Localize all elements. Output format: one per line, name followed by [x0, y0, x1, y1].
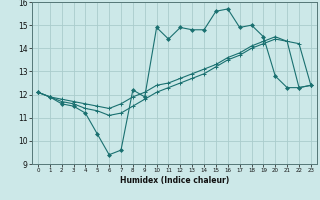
- X-axis label: Humidex (Indice chaleur): Humidex (Indice chaleur): [120, 176, 229, 185]
